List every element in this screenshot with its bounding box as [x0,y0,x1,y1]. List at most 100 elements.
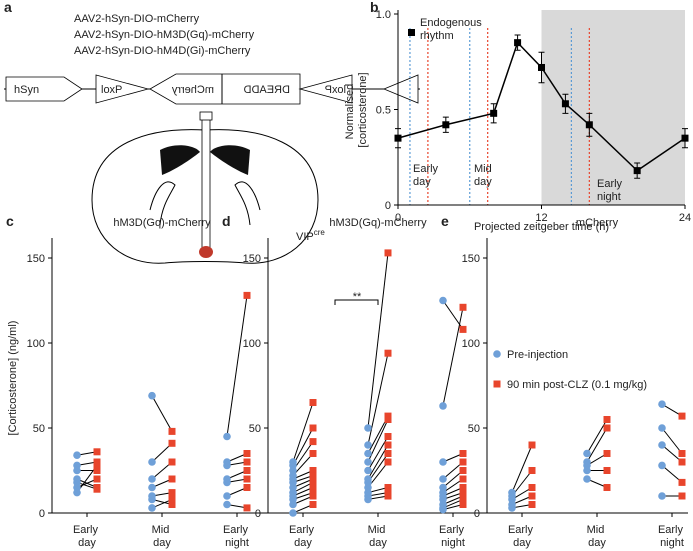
pre-point [364,458,372,466]
post-point [603,450,611,457]
tract [234,181,261,226]
annotation: Early day [413,163,441,188]
annotation: Mid day [474,163,495,188]
y-tick-label: 100 [243,338,261,350]
y-tick-label: 0.5 [376,105,391,117]
y-axis-label: Normalised [corticosterone] [344,72,369,147]
shaded-region [541,10,685,205]
x-tick-label: Mid day [587,524,608,549]
post-point [168,458,176,466]
element: loxP [325,84,346,96]
pre-point [583,475,591,483]
marker [585,121,593,129]
post-point [243,504,251,512]
pair-line [661,427,683,454]
legend-marker [493,350,501,358]
x-tick-label: 0 [395,212,401,224]
pair-line [292,427,314,466]
element: mCherry [171,84,214,96]
post-point [528,467,536,474]
pre-point [73,451,81,460]
pre-point [223,432,231,441]
brain-outline [91,129,319,264]
post-point [168,427,176,435]
post-point [309,484,317,491]
pre-point [148,495,156,504]
panel-label: e [441,213,449,229]
post-point [459,303,467,311]
pair-line [367,252,389,429]
post-point [384,458,392,466]
panel-a: a AAV2-hSyn-DIO-mCherry AAV2-hSyn-DIO-hM… [4,0,420,264]
post-point [168,439,176,447]
x-tick-label: Early day [508,524,536,549]
post-point [309,450,317,457]
annotation: Early night [597,178,625,203]
loxp-site [95,74,150,104]
y-tick-label: 0 [385,200,391,212]
promoter [5,76,83,102]
post-point [384,484,392,491]
y-tick-label: 150 [462,253,480,265]
post-point [528,441,536,449]
pre-point [148,475,156,483]
pre-point [364,424,372,432]
element: DREADD [243,84,290,96]
post-point [243,291,251,299]
pre-point [658,461,666,470]
post-point [459,495,467,503]
legend-marker [408,29,415,36]
post-point [243,450,251,457]
legend-label: Endogenous rhythm [420,17,485,42]
legend-marker [493,380,501,388]
x-axis-label: Projected zeitgeber time (h) [474,221,609,233]
post-point [678,492,686,500]
post-point [459,467,467,474]
post-point [309,492,317,500]
pre-point [583,449,591,458]
pre-point [223,500,231,509]
y-axis-label: [Corticosterone] (ng/ml) [7,321,19,436]
marker [561,100,569,108]
post-point [93,448,101,456]
panel-label: d [222,213,231,229]
target-label: VIPcre [296,228,325,243]
element: loxP [101,84,122,96]
cannula [201,114,211,251]
construct: AAV2-hSyn-DIO-mCherry [74,13,200,25]
panel-title: mCherry [576,217,619,229]
post-point [243,458,251,466]
panel-label: c [6,213,14,229]
post-point [528,492,536,500]
y-tick-label: 50 [33,423,45,435]
marker [681,134,689,142]
post-point [168,501,176,508]
construct: AAV2-hSyn-DIO-hM4D(Gi)-mCherry [74,45,251,57]
post-point [384,249,392,257]
y-tick-label: 150 [27,253,45,265]
post-point [309,478,317,486]
pre-point [289,500,297,509]
pre-point [364,495,372,504]
post-point [168,489,176,497]
legend-label: 90 min post-CLZ (0.1 mg/kg) [507,379,647,391]
y-tick-label: 50 [468,423,480,435]
post-point [384,492,392,500]
post-point [603,484,611,491]
pre-point [148,483,156,492]
post-point [678,458,686,466]
pre-point [508,504,516,512]
post-point [678,478,686,486]
construct: AAV2-hSyn-DIO-hM3D(Gq)-mCherry [74,29,255,41]
panel-label: a [4,0,12,15]
pair-line [292,402,314,463]
x-tick-label: Early night [223,524,251,549]
panel-title: hM3D(Gq)-mCherry [113,217,211,229]
post-point [309,501,317,508]
pre-point [364,441,372,449]
post-point [309,467,317,474]
y-tick-label: 0 [474,508,480,520]
x-tick-label: Mid day [152,524,173,549]
x-tick-label: Early night [439,524,467,549]
